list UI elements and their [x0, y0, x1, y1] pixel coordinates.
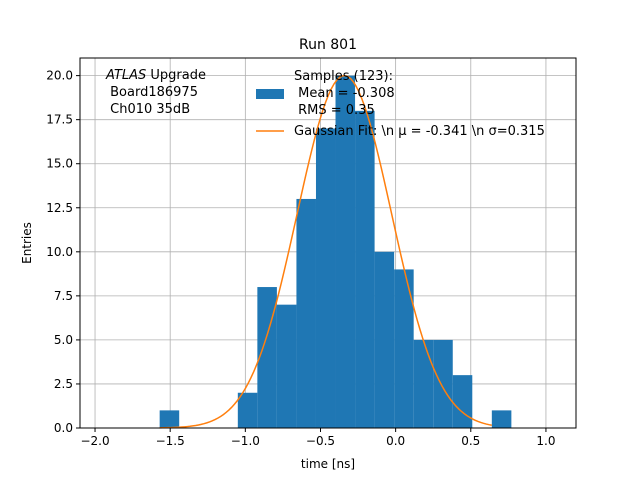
histogram-bar	[355, 110, 375, 428]
legend-histogram-label-line3: RMS = 0.35	[294, 103, 375, 118]
histogram-bar	[335, 75, 356, 428]
y-axis-ticks: 0.0 2.5 5.0 7.5 10.0 12.5 15.0 17.5 20.0	[46, 69, 80, 435]
legend-histogram-label-line1: Samples (123):	[294, 69, 393, 84]
histogram-bar	[374, 251, 395, 428]
y-axis-label: Entries	[20, 222, 34, 264]
y-tick-label: 7.5	[54, 289, 73, 303]
atlas-annotation-line1: ATLAS Upgrade	[105, 68, 206, 83]
histogram-bar	[237, 392, 258, 428]
y-tick-label: 0.0	[54, 421, 73, 435]
histogram-bar	[296, 198, 316, 428]
atlas-annotation-channel: Ch010 35dB	[106, 102, 190, 117]
y-tick-label: 10.0	[46, 245, 73, 259]
histogram-bar	[452, 375, 473, 428]
histogram-bar	[276, 304, 297, 428]
x-axis-label: time [ns]	[301, 457, 355, 471]
atlas-label: ATLAS	[105, 68, 146, 83]
legend-histogram-label-line2: Mean = -0.308	[294, 86, 395, 101]
legend-fit-label: Gaussian Fit: \n μ = -0.341 \n σ=0.315	[294, 124, 545, 139]
histogram-bars	[159, 75, 512, 428]
upgrade-label: Upgrade	[146, 68, 206, 83]
histogram-bar	[159, 410, 180, 428]
x-tick-label: −1.0	[231, 434, 260, 448]
x-tick-label: −2.0	[80, 434, 109, 448]
y-tick-label: 20.0	[46, 69, 73, 83]
histogram-bar	[413, 339, 434, 428]
x-tick-label: −1.5	[156, 434, 185, 448]
x-tick-label: 0.0	[386, 434, 405, 448]
atlas-annotation-board: Board186975	[106, 85, 198, 100]
chart-title: Run 801	[299, 37, 357, 53]
x-tick-label: −0.5	[306, 434, 335, 448]
y-tick-label: 15.0	[46, 157, 73, 171]
y-tick-label: 17.5	[46, 113, 73, 127]
plot-frame	[79, 57, 577, 429]
atlas-annotation: ATLAS Upgrade Board186975 Ch010 35dB	[105, 68, 206, 117]
histogram-bar	[433, 339, 453, 428]
x-axis-ticks: −2.0 −1.5 −1.0 −0.5 0.0 0.5 1.0	[80, 428, 555, 448]
y-tick-label: 5.0	[54, 333, 73, 347]
histogram-bar	[257, 287, 277, 428]
x-tick-label: 1.0	[536, 434, 555, 448]
legend: Samples (123): Mean = -0.308 RMS = 0.35 …	[256, 69, 545, 139]
x-tick-label: 0.5	[461, 434, 480, 448]
gaussian-fit-curve	[159, 74, 492, 429]
y-tick-label: 2.5	[54, 377, 73, 391]
histogram-bar	[491, 410, 512, 428]
histogram-bar	[315, 128, 336, 428]
legend-histogram-swatch	[256, 89, 284, 99]
y-tick-label: 12.5	[46, 201, 73, 215]
histogram-bar	[394, 269, 414, 428]
